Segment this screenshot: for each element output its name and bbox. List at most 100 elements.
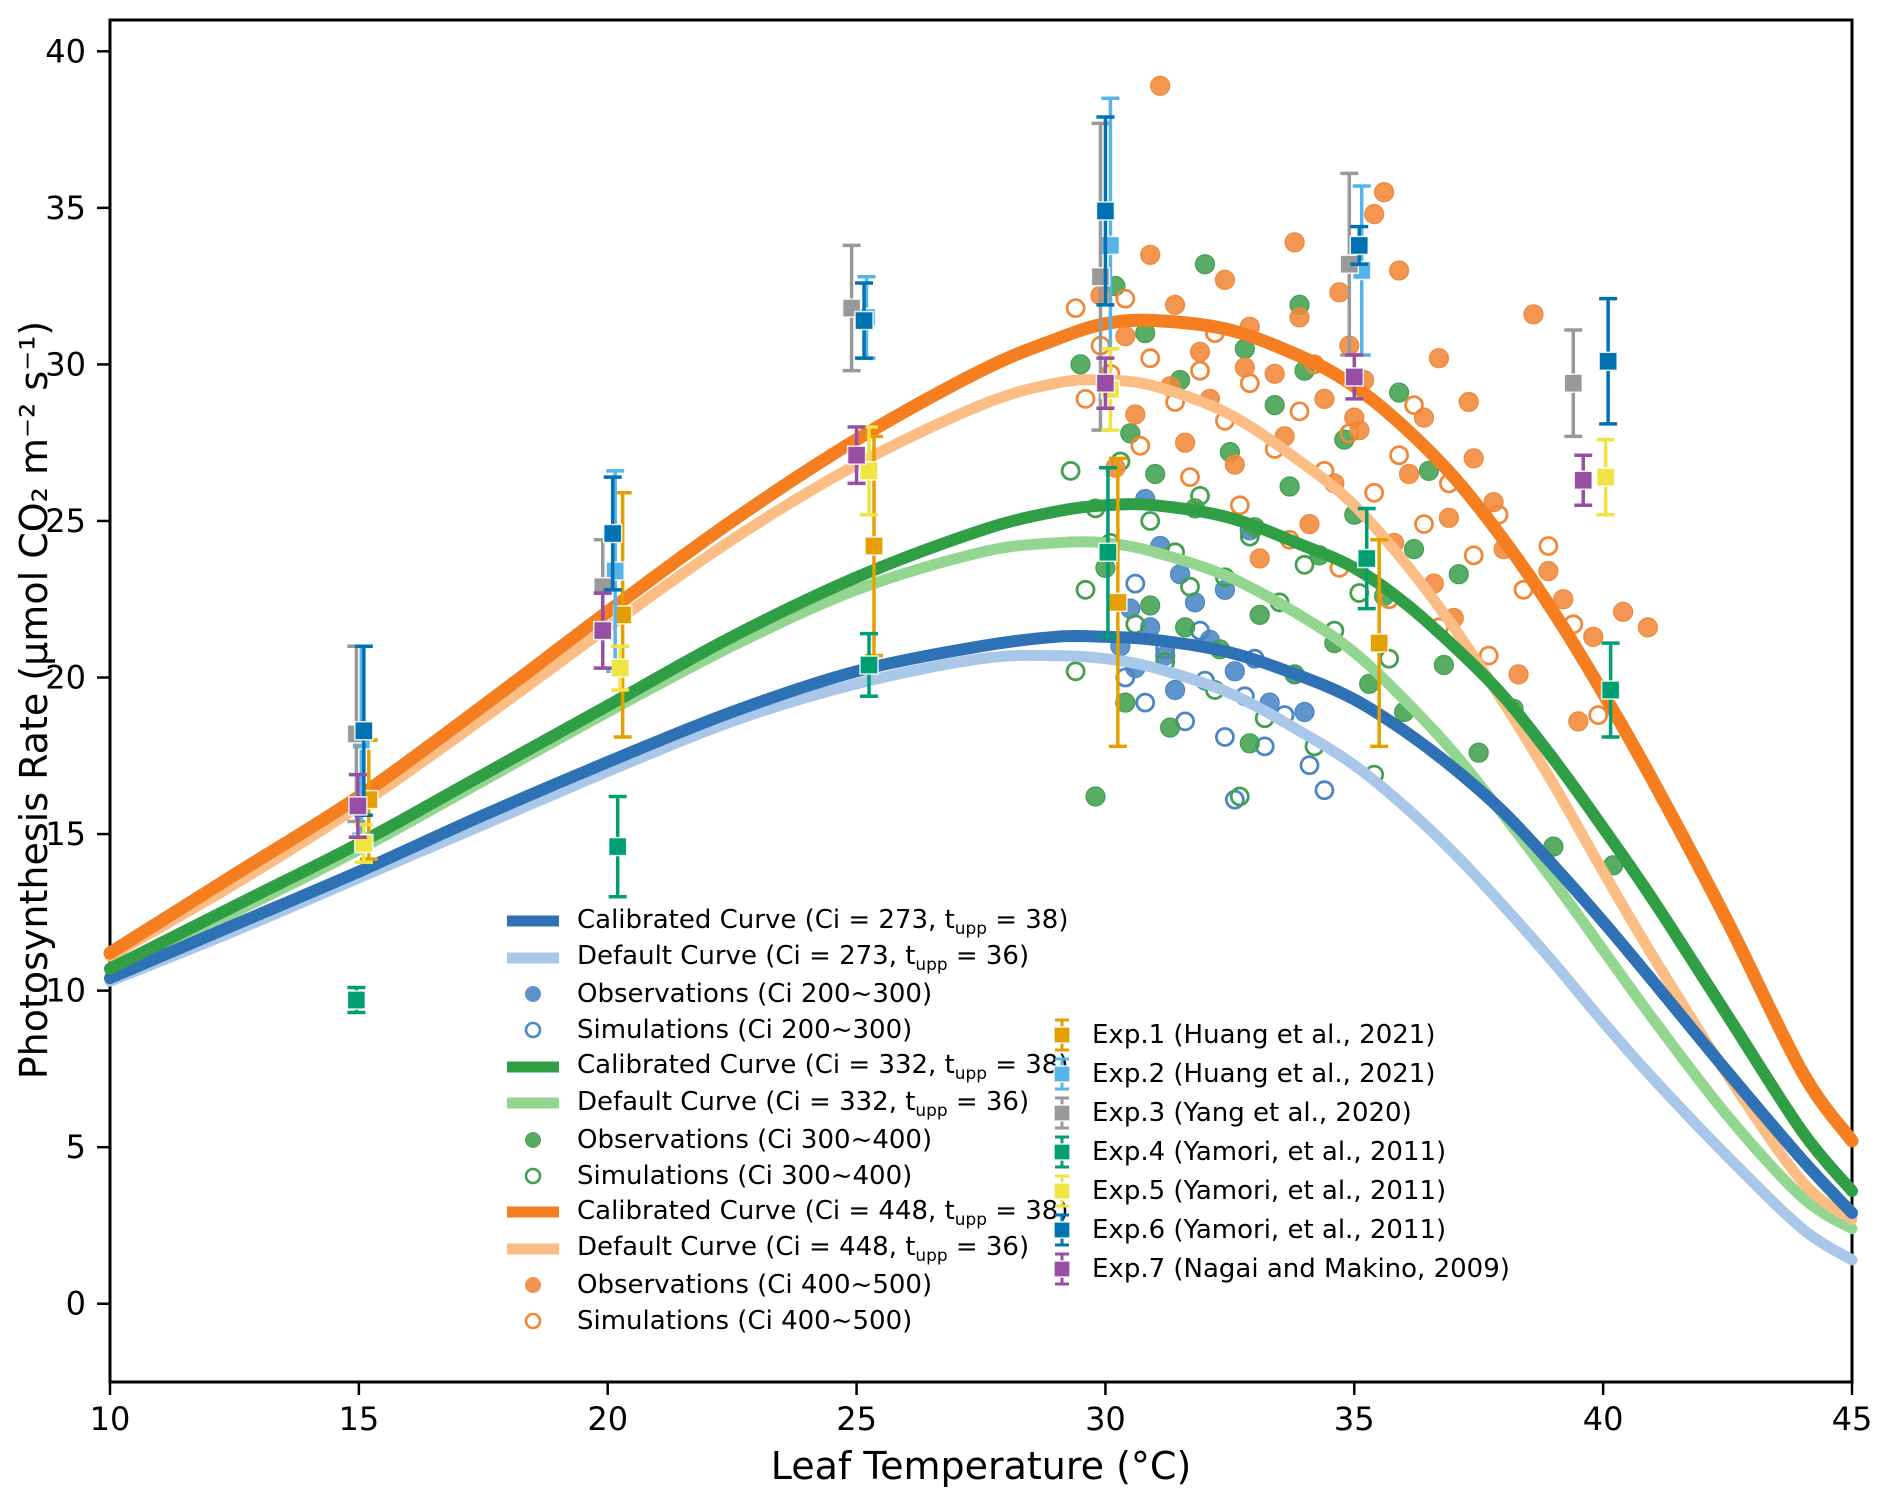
- scatter-point: [1339, 423, 1360, 444]
- lg-exp-7-label: Exp.7 (Nagai and Makino, 2009): [1092, 1253, 1510, 1284]
- scatter-point: [1388, 382, 1410, 403]
- scatter-point: [1373, 182, 1395, 203]
- lg-def-332-label: Default Curve (Ci = 332, tupp = 36): [577, 1086, 1030, 1120]
- lg-exp-3-swatch: [1046, 1094, 1078, 1132]
- scatter-point: [1070, 354, 1091, 375]
- lg-cal-448-label: Calibrated Curve (Ci = 448, tupp = 38): [577, 1195, 1069, 1229]
- x-tick-label: 40: [1583, 1400, 1624, 1438]
- scatter-point: [1189, 341, 1211, 362]
- lg-sim-400-500-label: Simulations (Ci 400~500): [577, 1306, 913, 1337]
- scatter-point: [1145, 463, 1166, 485]
- errorbar-marker: [354, 720, 374, 741]
- scatter-point: [1398, 463, 1420, 485]
- errorbar-series-exp-6: [354, 115, 1618, 818]
- scatter-point: [1289, 401, 1310, 422]
- y-tick-label: 20: [45, 659, 86, 697]
- scatter-point: [1075, 579, 1096, 600]
- curve-calibrated-273: [104, 629, 1858, 1219]
- curve-default-273: [104, 649, 1858, 1266]
- scatter-point: [1418, 460, 1440, 481]
- y-tick-label: 5: [66, 1128, 86, 1166]
- errorbar-marker: [1349, 235, 1370, 256]
- scatter-point: [1120, 423, 1141, 444]
- lg-exp-5-swatch: [1046, 1172, 1078, 1210]
- scatter-point: [1538, 536, 1559, 556]
- scatter-point: [1075, 388, 1096, 409]
- scatter-point: [1583, 626, 1604, 647]
- scatter-point: [1140, 595, 1161, 616]
- y-tick-label: 35: [45, 189, 86, 227]
- legend-item-lg-exp-1: Exp.1 (Huang et al., 2021): [1046, 1015, 1510, 1054]
- lg-exp-6-swatch: [1046, 1211, 1078, 1249]
- lg-sim-200-300-label: Simulations (Ci 200~300): [577, 1015, 913, 1046]
- errorbar-marker: [864, 536, 884, 556]
- errorbar-marker: [846, 445, 867, 465]
- errorbar-marker: [1598, 351, 1618, 372]
- scatter-point: [1180, 576, 1200, 597]
- scatter-point: [1215, 727, 1235, 747]
- lg-cal-448-swatch: [503, 1203, 563, 1221]
- errorbar-marker: [610, 658, 630, 678]
- legend-item-lg-sim-200-300: Simulations (Ci 200~300): [503, 1012, 1068, 1048]
- y-axis-ticks: 0 5 10 15 20 25 30 35 40: [45, 32, 110, 1323]
- legend-item-lg-def-273: Default Curve (Ci = 273, tupp = 36): [503, 939, 1068, 975]
- scatter-point: [1289, 307, 1310, 328]
- lg-cal-332-swatch: [503, 1058, 563, 1076]
- errorbar-marker: [602, 523, 623, 544]
- legend-item-lg-obs-300-400: Observations (Ci 300~400): [503, 1121, 1068, 1157]
- legend-item-lg-exp-4: Exp.4 (Yamori, et al., 2011): [1046, 1132, 1510, 1171]
- lg-def-332-swatch: [503, 1094, 563, 1112]
- scatter-point: [1468, 742, 1489, 763]
- scatter-point: [1478, 645, 1499, 666]
- scatter-point: [1364, 482, 1385, 503]
- scatter-point: [1403, 538, 1425, 560]
- x-tick-label: 20: [587, 1400, 628, 1438]
- scatter-point: [1125, 404, 1146, 425]
- legend-item-lg-obs-400-500: Observations (Ci 400~500): [503, 1267, 1068, 1303]
- lg-obs-400-500-swatch: [503, 1276, 563, 1294]
- scatter-point: [1314, 388, 1335, 409]
- scatter-point: [1284, 232, 1305, 253]
- scatter-point: [1389, 445, 1409, 466]
- scatter-point: [1448, 564, 1469, 585]
- lg-cal-332-label: Calibrated Curve (Ci = 332, tupp = 38): [577, 1050, 1069, 1084]
- y-tick-label: 0: [66, 1285, 86, 1323]
- lg-obs-200-300-label: Observations (Ci 200~300): [577, 978, 933, 1009]
- errorbar-marker: [605, 561, 625, 581]
- x-axis-label: Leaf Temperature (°C): [770, 1444, 1192, 1488]
- curve-default-448: [104, 374, 1858, 1225]
- errorbar-marker: [1595, 467, 1616, 487]
- scatter-point: [1538, 560, 1559, 582]
- errorbar-marker: [354, 833, 374, 854]
- legend-item-lg-exp-5: Exp.5 (Yamori, et al., 2011): [1046, 1171, 1510, 1210]
- scatter-point: [1553, 589, 1574, 610]
- errorbar-marker: [854, 310, 874, 331]
- legend-item-lg-exp-7: Exp.7 (Nagai and Makino, 2009): [1046, 1249, 1510, 1288]
- legend-item-lg-exp-3: Exp.3 (Yang et al., 2020): [1046, 1093, 1510, 1132]
- scatter-point: [1140, 511, 1161, 531]
- scatter-point: [1159, 717, 1181, 738]
- errorbar-marker: [1095, 201, 1116, 221]
- scatter-point: [1115, 288, 1136, 309]
- errorbar-marker: [1095, 373, 1116, 393]
- scatter-point: [1299, 513, 1320, 535]
- scatter-point: [1065, 661, 1086, 682]
- lg-exp-1-swatch: [1046, 1016, 1078, 1054]
- lg-exp-6-label: Exp.6 (Yamori, et al., 2011): [1092, 1214, 1447, 1245]
- scatter-point: [1140, 348, 1161, 369]
- legend-item-lg-exp-6: Exp.6 (Yamori, et al., 2011): [1046, 1210, 1510, 1249]
- errorbar-marker: [1098, 542, 1118, 563]
- curve-calibrated-448: [103, 313, 1859, 1148]
- scatter-point: [1463, 448, 1484, 469]
- scatter-point: [1115, 326, 1136, 347]
- lg-exp-5-label: Exp.5 (Yamori, et al., 2011): [1092, 1175, 1447, 1206]
- scatter-point: [1239, 373, 1260, 394]
- scatter-point: [1294, 554, 1315, 575]
- scatter-point: [1060, 460, 1081, 481]
- lg-obs-200-300-swatch: [503, 985, 563, 1003]
- x-axis-ticks: 10 15 20 25 30 35 40 45: [90, 1382, 1872, 1438]
- scatter-point: [1135, 692, 1156, 713]
- scatter-point: [1294, 701, 1315, 723]
- lg-def-273-swatch: [503, 949, 563, 967]
